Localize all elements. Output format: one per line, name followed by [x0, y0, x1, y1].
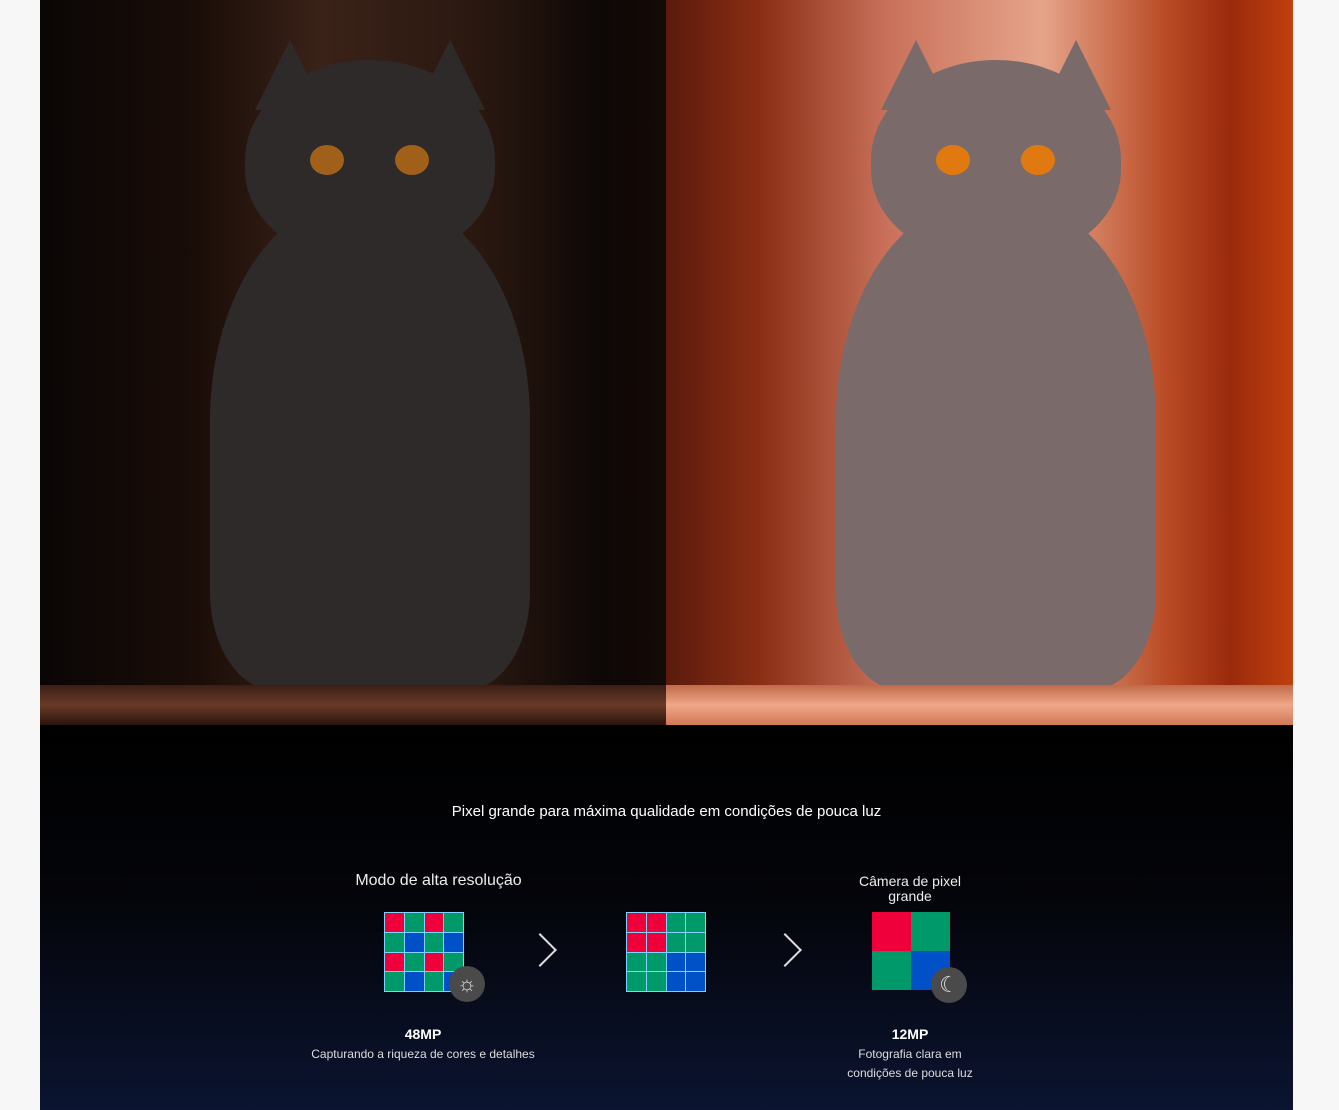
chevron-right-icon — [768, 933, 802, 967]
pixel-cell — [646, 913, 666, 932]
pixel-cell — [627, 952, 646, 972]
pixel-cell — [627, 972, 646, 991]
pixel-cell — [666, 932, 686, 952]
pixel-cell — [385, 913, 404, 932]
pixel-cell — [404, 952, 424, 972]
pixel-grid-12mp — [872, 912, 950, 990]
pixel-cell — [424, 972, 444, 991]
pixel-cell — [872, 951, 911, 990]
pixel-cell — [404, 932, 424, 952]
pixel-cell — [444, 952, 463, 972]
pixel-cell — [911, 912, 950, 951]
pixel-cell — [872, 912, 911, 951]
pixel-cell — [666, 952, 686, 972]
pixel-cell — [666, 913, 686, 932]
pixel-cell — [404, 972, 424, 991]
chevron-right-icon — [523, 933, 557, 967]
moon-icon: ☾ — [931, 967, 967, 1003]
pixel-cell — [385, 952, 404, 972]
large-pixel-description: Fotografia clara em condições de pouca l… — [820, 1045, 1000, 1083]
pixel-cell — [424, 952, 444, 972]
pixel-cell — [385, 972, 404, 991]
high-res-title: Modo de alta resolução — [355, 872, 522, 889]
pixel-cell — [666, 972, 686, 991]
pixel-cell — [646, 972, 666, 991]
description-line: condições de pouca luz — [847, 1066, 973, 1080]
feature-panel: Pixel grande para máxima qualidade em co… — [40, 0, 1293, 1110]
pixel-cell — [686, 913, 705, 932]
sun-icon: ☼ — [449, 966, 485, 1002]
pixel-cell — [627, 913, 646, 932]
pixel-cell — [444, 932, 463, 952]
pixel-cell — [424, 932, 444, 952]
section-caption: Pixel grande para máxima qualidade em co… — [451, 803, 882, 820]
pixel-cell — [424, 913, 444, 932]
pixel-cell — [404, 913, 424, 932]
photo-low-light-before — [40, 0, 666, 725]
high-res-description: Capturando a riqueza de cores e detalhes — [311, 1047, 535, 1061]
photo-low-light-after — [666, 0, 1293, 725]
megapixels-12: 12MP — [891, 1026, 929, 1042]
pixel-grid-binning — [626, 912, 706, 992]
megapixels-48: 48MP — [404, 1026, 442, 1042]
pixel-cell — [686, 952, 705, 972]
description-line: Fotografia clara em — [858, 1047, 962, 1061]
pixel-cell — [627, 932, 646, 952]
pixel-cell — [444, 913, 463, 932]
pixel-cell — [646, 952, 666, 972]
pixel-cell — [646, 932, 666, 952]
pixel-cell — [385, 932, 404, 952]
large-pixel-title: Câmera de pixel grande — [859, 873, 961, 904]
pixel-cell — [686, 932, 705, 952]
pixel-cell — [686, 972, 705, 991]
